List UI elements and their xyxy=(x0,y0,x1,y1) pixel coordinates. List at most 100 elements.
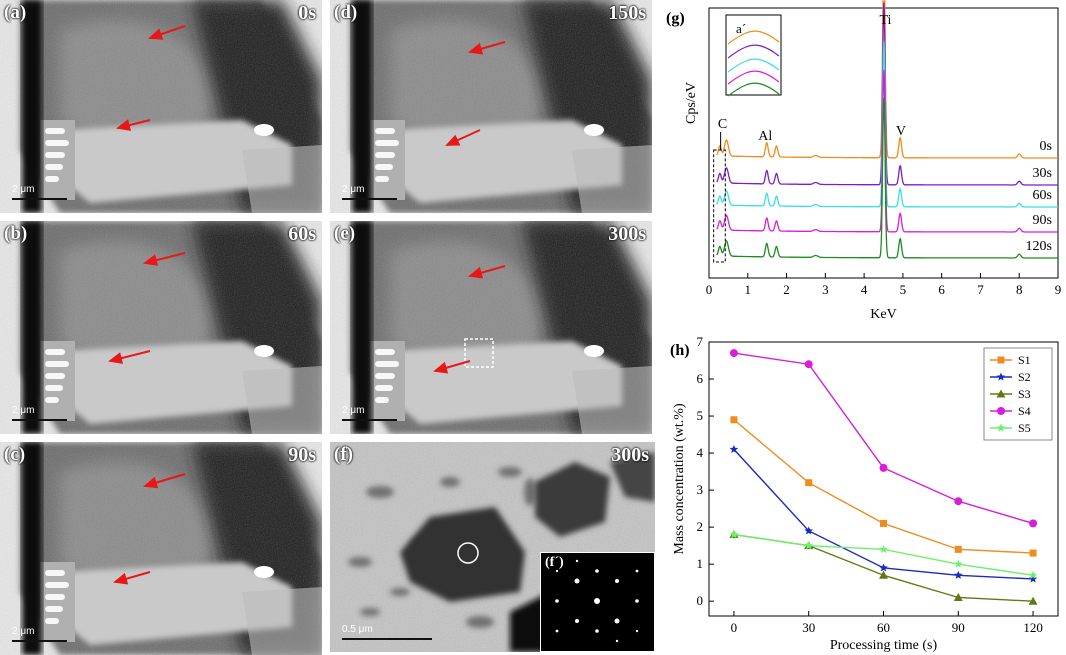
chart-h-ytick-label: 6 xyxy=(697,371,704,386)
legend-marker-S3 xyxy=(996,389,1006,398)
legend-label-S4: S4 xyxy=(1018,404,1031,418)
scale-bar-label-c: 2 μm xyxy=(12,626,35,637)
chart-g-xtick-label: 9 xyxy=(1055,282,1062,297)
panel-time-e: 300s xyxy=(608,223,646,245)
peak-label-Al: Al xyxy=(758,129,772,144)
chart-g-xtick-label: 5 xyxy=(900,282,907,297)
point-S5 xyxy=(954,559,963,568)
panel-time-b: 60s xyxy=(288,223,316,245)
edx-series-label: 90s xyxy=(1033,213,1052,228)
red-arrow xyxy=(113,571,151,585)
legend-marker-S4 xyxy=(997,407,1005,415)
edx-series-label: 0s xyxy=(1040,139,1052,154)
point-S1 xyxy=(880,519,887,527)
panel-label-c: (c) xyxy=(4,444,26,465)
chart-h-xtick-label: 60 xyxy=(877,620,890,635)
red-arrow xyxy=(445,129,481,146)
chart-h-ytick-label: 2 xyxy=(697,519,704,534)
inset-curve-60s xyxy=(727,58,780,73)
chart-h-xtick-label: 90 xyxy=(952,620,965,635)
panel-time-c: 90s xyxy=(288,444,316,466)
chart-h-xlabel: Processing time (s) xyxy=(830,638,938,653)
edx-spectrum-30s xyxy=(716,2,1058,186)
tem-image-c xyxy=(0,442,322,655)
chart-h-panel-label: (h) xyxy=(670,342,690,359)
selected-area-circle xyxy=(457,542,479,564)
diffraction-pattern xyxy=(555,559,639,643)
edx-series-label: 30s xyxy=(1033,166,1052,181)
diffraction-inset: (f´) xyxy=(540,552,655,652)
legend-label-S1: S1 xyxy=(1018,353,1031,367)
chart-h-legend: S1 S2 S3 S4 S5 xyxy=(983,347,1053,441)
tem-image-d xyxy=(330,0,652,213)
point-S2 xyxy=(879,563,888,572)
edx-spectrum-60s xyxy=(716,41,1058,208)
panel-time-d: 150s xyxy=(608,2,646,24)
legend-marker-S1 xyxy=(997,356,1005,364)
point-S1 xyxy=(1029,549,1037,557)
scale-bar-a xyxy=(12,198,67,200)
point-S2 xyxy=(729,444,739,454)
chart-g-xtick-label: 1 xyxy=(745,282,752,297)
point-S3 xyxy=(1028,596,1038,605)
peak-label-V: V xyxy=(896,124,906,139)
panel-label-d: (d) xyxy=(334,2,358,23)
chart-h-ylabel: Mass concentration (wt.%) xyxy=(672,403,687,555)
tem-image-e xyxy=(330,221,652,434)
point-S2 xyxy=(804,526,813,535)
peak-label-Ti: Ti xyxy=(879,13,891,28)
red-arrow xyxy=(433,360,471,374)
scale-bar-label-b: 2 μm xyxy=(12,405,35,416)
chart-h-ytick-label: 3 xyxy=(697,482,704,497)
point-S2 xyxy=(954,570,963,579)
edx-spectrum-120s xyxy=(716,98,1058,259)
inset-curve-90s xyxy=(727,70,780,85)
chart-g-xtick-label: 7 xyxy=(977,282,984,297)
edx-spectrum-90s xyxy=(716,69,1058,233)
chart-h-ytick-label: 0 xyxy=(697,593,704,608)
chart-g-xtick-label: 2 xyxy=(783,282,790,297)
point-S1 xyxy=(954,545,962,553)
chart-g-xtick-label: 8 xyxy=(1016,282,1023,297)
scale-bar-label-e: 2 μm xyxy=(342,405,365,416)
point-S4 xyxy=(879,463,888,472)
chart-g-ylabel: Cps/eV xyxy=(684,82,699,124)
red-arrow xyxy=(468,265,506,279)
chart-g-xtick-label: 6 xyxy=(938,282,945,297)
chart-h-ytick-label: 5 xyxy=(697,408,704,423)
point-S4 xyxy=(1029,519,1038,528)
chart-g-inset-label: a´ xyxy=(736,21,746,36)
point-S4 xyxy=(954,497,963,506)
legend-marker-S2 xyxy=(996,372,1006,381)
point-S5 xyxy=(729,530,739,539)
legend-label-S2: S2 xyxy=(1018,370,1031,384)
chart-g-inset: a´ xyxy=(725,14,782,97)
point-S5 xyxy=(879,544,888,553)
scale-bar-e xyxy=(342,419,397,421)
point-S4 xyxy=(804,360,813,369)
red-arrow xyxy=(143,473,186,489)
chart-h-mass-concentration: 0 30 60 90 120 0 1 2 3 4 5 6 7 Processing time (s) Mas… xyxy=(672,334,1059,653)
red-arrow xyxy=(116,119,151,131)
red-arrow xyxy=(143,252,186,266)
chart-g-xtick-label: 3 xyxy=(822,282,829,297)
scale-bar-label-f: 0.5 μm xyxy=(342,624,373,635)
point-S3 xyxy=(879,570,888,579)
tem-panel-a: (a) 0s 2 μm xyxy=(0,0,322,213)
chart-g-inset-frame xyxy=(725,14,782,96)
chart-h-xtick-label: 0 xyxy=(731,620,738,635)
chart-g-xtick-label: 0 xyxy=(706,282,713,297)
panel-time-f: 300s xyxy=(611,444,649,466)
chart-h-ytick-label: 4 xyxy=(697,445,704,460)
point-S4 xyxy=(729,349,738,358)
inset-label-f-prime: (f´) xyxy=(545,555,564,570)
tem-panel-f: (f) 300s 0.5 μm (f´) xyxy=(330,442,655,652)
scale-bar-f xyxy=(342,638,432,640)
panel-label-a: (a) xyxy=(4,2,27,23)
red-arrow xyxy=(108,350,151,364)
tem-panel-b: (b) 60s 2 μm xyxy=(0,221,322,434)
peak-c-dashed-box xyxy=(713,149,726,263)
peak-label-C: C xyxy=(718,117,727,132)
chart-h-ytick-label: 7 xyxy=(697,334,704,349)
legend-label-S5: S5 xyxy=(1018,421,1031,435)
